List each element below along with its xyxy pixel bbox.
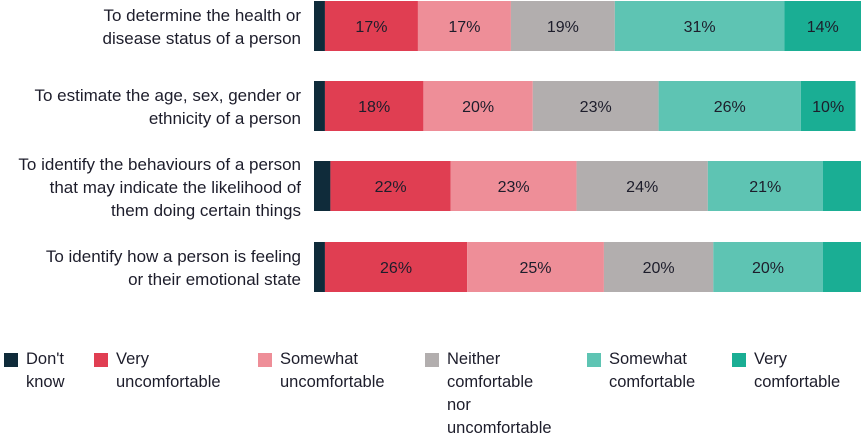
bar-segment [324,242,468,292]
bar-segment [417,1,511,51]
data-label: 26% [714,99,746,116]
bar-segment [330,161,451,211]
data-label: 17% [448,19,480,36]
legend-label: Neither comfortable nor uncomfortable [447,350,552,437]
category-label: To determine the health or disease status… [1,4,301,50]
data-label: 31% [684,19,716,36]
data-label: 21% [749,179,781,196]
data-label: 26% [380,260,412,277]
data-label: 22% [375,179,407,196]
bar-segment [614,1,785,51]
data-label: 23% [580,99,612,116]
category-label-line: To identify the behaviours of a person [18,154,301,174]
data-label: 18% [358,99,390,116]
bar-segment [423,81,533,131]
bar-segment [707,161,823,211]
data-label: 24% [626,179,658,196]
legend-label: Somewhat uncomfortable [280,350,385,391]
data-label: 25% [520,260,552,277]
bar-segment [314,1,325,51]
legend-label: Don't know [26,350,65,391]
legend-swatch [425,353,439,367]
bar-segment [576,161,708,211]
legend-swatch [4,353,18,367]
data-label: 20% [752,260,784,277]
category-label: To identify how a person is feeling or th… [1,245,301,291]
category-label-line: them doing certain things [111,200,301,220]
data-label: 19% [547,19,579,36]
bar-segment [314,161,331,211]
data-label: 10% [812,99,844,116]
category-label-line: ethnicity of a person [148,109,301,128]
category-label-line: To estimate the age, sex, gender or [34,86,302,105]
legend-label: Very uncomfortable [116,350,221,391]
bar-segment [822,161,861,211]
category-label-line: or their emotional state [128,270,301,289]
legend-swatch [258,353,272,367]
bar-segment [450,161,577,211]
category-label-line: To determine the health or [103,6,301,25]
bar-segment [658,81,801,131]
bar-segment [324,1,418,51]
legend-swatch [94,353,108,367]
stacked-bar-chart: 17% 17% 19% 31% 14% 18% 20% 23% 26% 10% 22% 23% 24% 2… [314,1,861,292]
legend-swatch [732,353,746,367]
bar-segment [314,81,325,131]
category-label-line: disease status of a person [102,29,301,48]
bar-segment [784,1,861,51]
legend-swatch [587,353,601,367]
bar-segment [324,81,424,131]
data-label: 20% [462,99,494,116]
bar-segment [532,81,659,131]
bar-segment [467,242,604,292]
bar-segment [713,242,823,292]
legend-label: Very comfortable [754,350,841,391]
data-label: 20% [643,260,675,277]
bar-segment [603,242,714,292]
category-label-line: that may indicate the likelihood of [49,177,301,197]
bar-segment [314,242,325,292]
category-label: To identify the behaviours of a person th… [1,153,301,222]
data-label: 17% [355,19,387,36]
category-label: To estimate the age, sex, gender or ethni… [1,84,302,130]
bar-segment [822,242,861,292]
bar-segment [510,1,615,51]
data-label: 23% [498,179,530,196]
category-label-line: To identify how a person is feeling [45,247,301,266]
data-label: 14% [807,19,839,36]
bar-segment [800,81,856,131]
legend-label: Somewhat comfortable [609,350,696,391]
